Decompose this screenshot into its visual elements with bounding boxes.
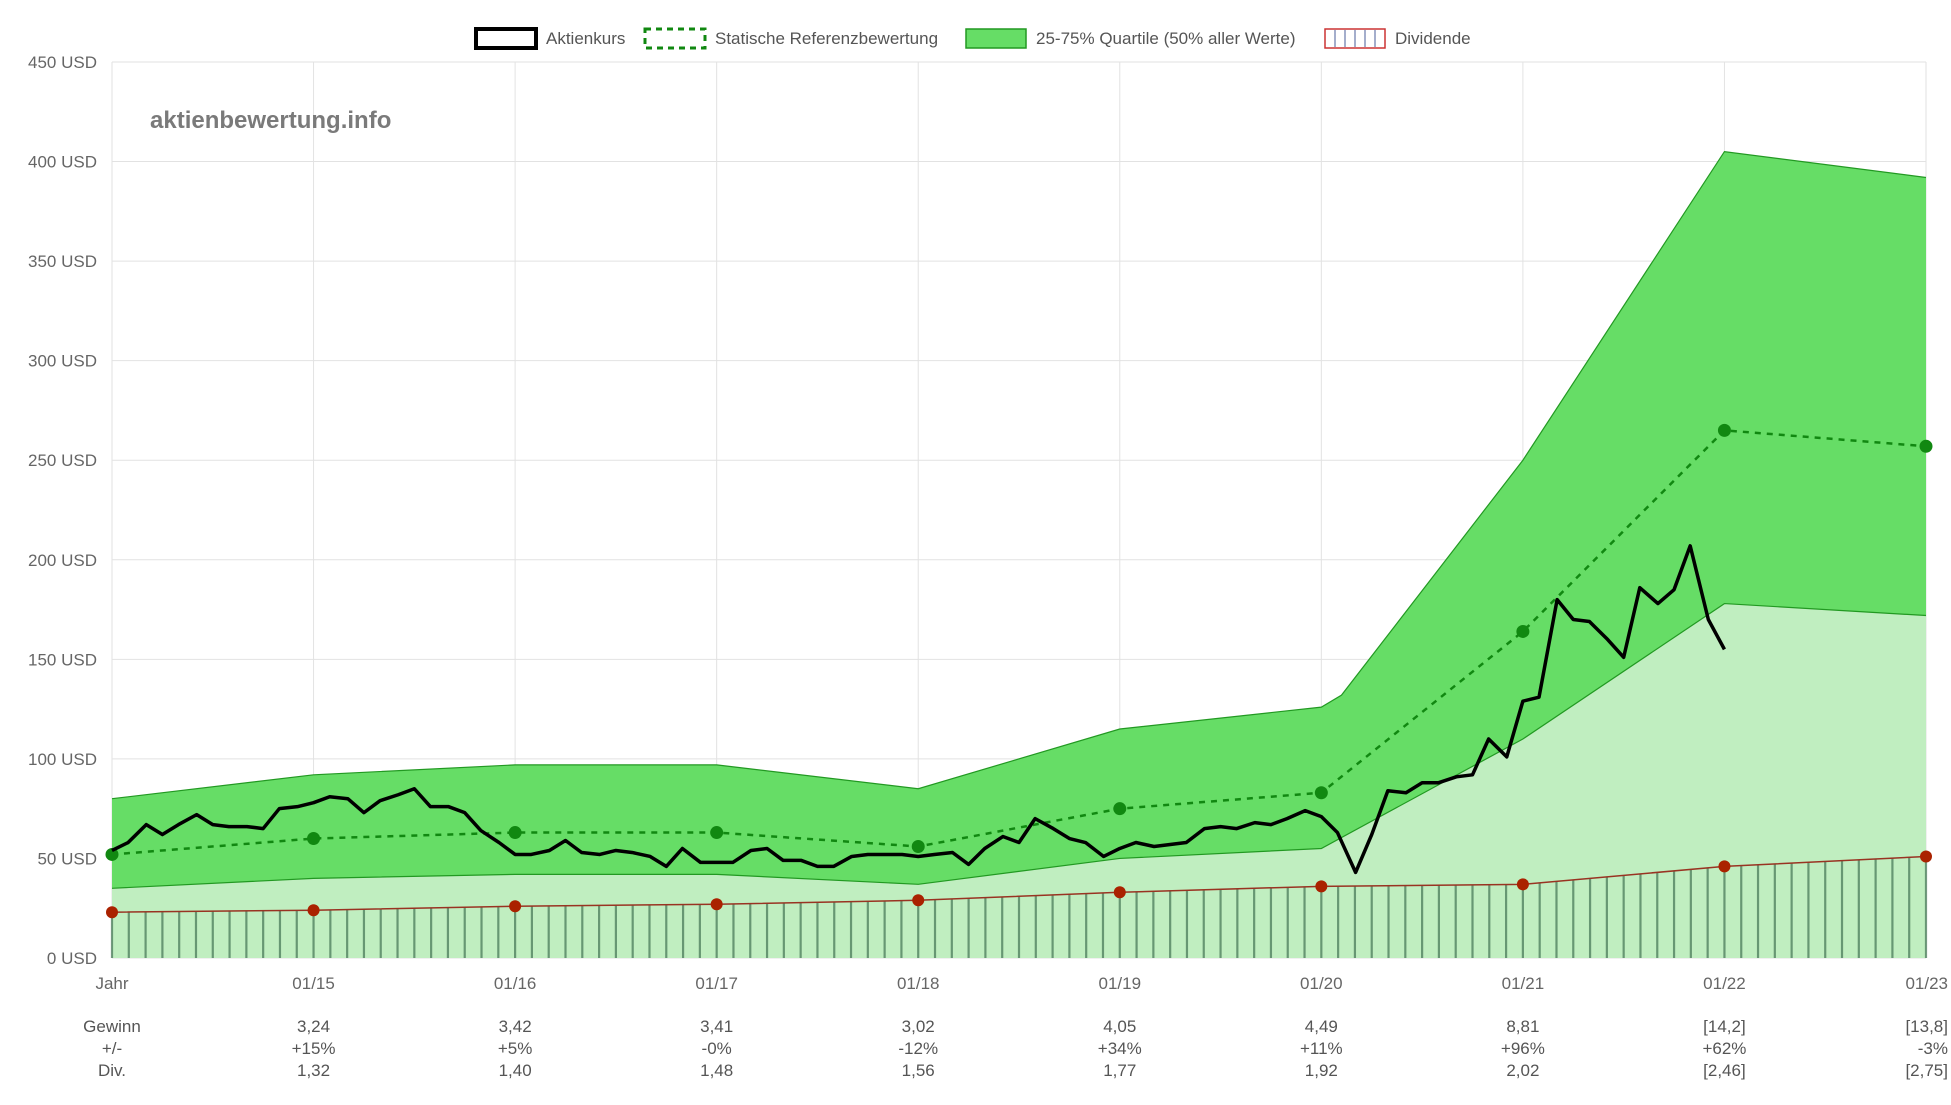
reference-point xyxy=(508,826,522,840)
reference-point xyxy=(1516,624,1530,638)
y-tick-label: 100 USD xyxy=(28,750,97,769)
legend-item[interactable]: 25-75% Quartile (50% aller Werte) xyxy=(965,28,1296,49)
quartile-lower-line xyxy=(111,602,1927,889)
table-row-label: Div. xyxy=(98,1061,126,1080)
table-cell: 3,24 xyxy=(297,1017,330,1036)
reference-point xyxy=(911,839,925,853)
legend[interactable]: Aktienkurs Statische Referenzbewertung 25-… xyxy=(474,27,1471,50)
series-layer xyxy=(105,423,1933,919)
reference-point xyxy=(1113,802,1127,816)
x-tick-label: 01/16 xyxy=(494,974,537,993)
legend-label: 25-75% Quartile (50% aller Werte) xyxy=(1036,29,1296,48)
y-tick-label: 150 USD xyxy=(28,650,97,669)
x-tick-label: 01/21 xyxy=(1502,974,1545,993)
y-tick-label: 200 USD xyxy=(28,551,97,570)
table-cell: +5% xyxy=(498,1039,533,1058)
legend-swatch-quartile xyxy=(965,28,1027,49)
y-tick-label: 50 USD xyxy=(37,849,97,868)
table-cell: -12% xyxy=(898,1039,938,1058)
x-tick-label: 01/20 xyxy=(1300,974,1343,993)
x-tick-label: 01/23 xyxy=(1905,974,1948,993)
legend-swatch-reference xyxy=(643,27,707,50)
x-tick-label: 01/17 xyxy=(695,974,738,993)
table-cell: 3,41 xyxy=(700,1017,733,1036)
reference-point xyxy=(1314,786,1328,800)
dividend-point xyxy=(912,894,925,907)
table-cell: 3,02 xyxy=(902,1017,935,1036)
x-tick-label: 01/18 xyxy=(897,974,940,993)
x-tick-label: 01/15 xyxy=(292,974,335,993)
dividend-point xyxy=(1718,860,1731,873)
y-tick-label: 350 USD xyxy=(28,252,97,271)
legend-label: Aktienkurs xyxy=(546,29,625,48)
quartile-upper-line xyxy=(111,150,1927,800)
y-tick-label: 400 USD xyxy=(28,153,97,172)
table-cell: +15% xyxy=(292,1039,336,1058)
legend-label: Statische Referenzbewertung xyxy=(715,29,938,48)
table-cell: +62% xyxy=(1702,1039,1746,1058)
table-cell: 2,02 xyxy=(1506,1061,1539,1080)
axes: 0 USD 50 USD 100 USD 150 USD 200 USD 250 USD 3… xyxy=(28,53,1948,993)
y-tick-label: 250 USD xyxy=(28,451,97,470)
legend-label: Dividende xyxy=(1395,29,1471,48)
table-cell: 1,40 xyxy=(499,1061,532,1080)
table-cell: +11% xyxy=(1300,1039,1343,1058)
reference-line xyxy=(111,429,1927,856)
table-cell: 4,49 xyxy=(1305,1017,1338,1036)
reference-point xyxy=(105,847,119,861)
data-table: Gewinn 3,24 3,42 3,41 3,02 4,05 4,49 8,81 [14,2]… xyxy=(83,1017,1948,1080)
quartile-band xyxy=(111,150,1927,958)
dividend-line xyxy=(111,855,1927,913)
table-cell: [14,2] xyxy=(1703,1017,1746,1036)
table-cell: 4,05 xyxy=(1103,1017,1136,1036)
dividend-point xyxy=(1516,878,1529,891)
table-cell: -0% xyxy=(702,1039,732,1058)
dividend-point xyxy=(1113,886,1126,899)
price-line xyxy=(111,544,1726,875)
legend-swatch-price xyxy=(474,27,538,50)
table-row-label: +/- xyxy=(102,1039,122,1058)
table-cell: 3,42 xyxy=(499,1017,532,1036)
legend-item[interactable]: Aktienkurs xyxy=(474,27,625,50)
y-tick-label: 0 USD xyxy=(47,949,97,968)
dividend-point xyxy=(1920,850,1932,863)
reference-point xyxy=(1919,439,1933,453)
y-tick-label: 300 USD xyxy=(28,352,97,371)
reference-point xyxy=(710,826,724,840)
dividend-point xyxy=(710,898,723,911)
dividend-point xyxy=(307,904,320,917)
table-cell: 1,56 xyxy=(902,1061,935,1080)
table-cell: [2,46] xyxy=(1703,1061,1746,1080)
x-tick-label: 01/22 xyxy=(1703,974,1746,993)
quartile-band-area xyxy=(112,151,1926,889)
x-tick-label: Jahr xyxy=(95,974,128,993)
x-tick-label: 01/19 xyxy=(1099,974,1142,993)
table-cell: 8,81 xyxy=(1506,1017,1539,1036)
table-cell: 1,77 xyxy=(1103,1061,1136,1080)
table-row-label: Gewinn xyxy=(83,1017,141,1036)
table-cell: 1,32 xyxy=(297,1061,330,1080)
legend-item[interactable]: Dividende xyxy=(1324,28,1471,49)
table-cell: 1,92 xyxy=(1305,1061,1338,1080)
table-cell: [2,75] xyxy=(1905,1061,1948,1080)
y-tick-label: 450 USD xyxy=(28,53,97,72)
dividend-point xyxy=(509,900,522,913)
quartile-lower-area xyxy=(112,603,1926,958)
table-cell: +96% xyxy=(1501,1039,1545,1058)
table-cell: 1,48 xyxy=(700,1061,733,1080)
dividend-point xyxy=(1315,880,1328,893)
legend-item[interactable]: Statische Referenzbewertung xyxy=(643,27,938,50)
watermark: aktienbewertung.info xyxy=(150,107,391,134)
dividend-bars xyxy=(110,856,1928,958)
table-cell: -3% xyxy=(1918,1039,1948,1058)
reference-point xyxy=(307,832,321,846)
table-cell: [13,8] xyxy=(1905,1017,1948,1036)
reference-point xyxy=(1717,423,1731,437)
table-cell: +34% xyxy=(1098,1039,1142,1058)
dividend-point xyxy=(106,906,118,919)
